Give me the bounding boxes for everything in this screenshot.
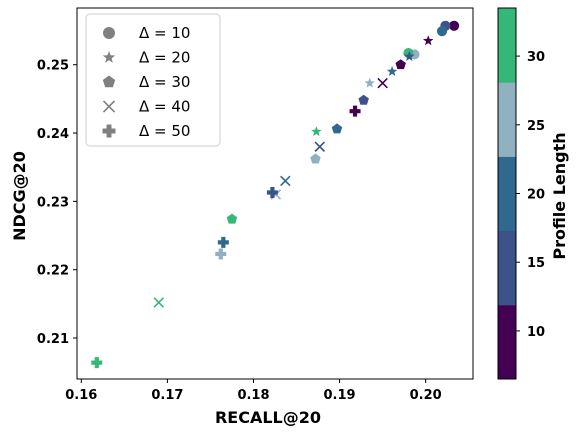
marker-shape <box>310 153 321 164</box>
colorbar-tick-label: 20 <box>527 188 545 203</box>
data-point <box>358 94 369 105</box>
colorbar-title: Profile Length <box>550 132 569 259</box>
marker-shape <box>377 77 388 89</box>
x-axis: 0.16 0.17 0.18 0.19 0.20 <box>65 379 442 403</box>
colorbar-segment <box>498 304 516 380</box>
data-point <box>91 357 103 369</box>
colorbar-tick-label: 15 <box>527 256 545 271</box>
y-axis-title: NDCG@20 <box>10 151 29 241</box>
marker-shape <box>153 297 165 308</box>
x-tick-label: 0.20 <box>410 388 442 403</box>
legend-marker <box>102 124 116 138</box>
marker-shape <box>395 59 406 70</box>
legend-label: Δ = 10 <box>139 24 190 42</box>
data-point <box>311 126 322 137</box>
data-point <box>226 213 238 224</box>
marker-shape <box>217 236 229 248</box>
data-point <box>217 236 229 248</box>
y-axis: 0.21 0.22 0.23 0.24 0.25 <box>37 59 77 347</box>
marker-shape <box>349 105 361 117</box>
colorbar: 10 15 20 25 30 <box>497 7 545 380</box>
data-point <box>314 141 326 152</box>
x-tick-label: 0.19 <box>324 388 356 403</box>
legend-box <box>85 13 221 147</box>
y-tick-label: 0.21 <box>37 332 69 347</box>
legend-label: Δ = 30 <box>139 73 190 91</box>
marker-shape <box>314 141 326 152</box>
data-point <box>364 77 375 88</box>
data-point <box>153 297 165 308</box>
data-point <box>266 186 278 198</box>
marker-shape <box>102 100 116 113</box>
legend-label: Δ = 20 <box>139 49 190 67</box>
data-point <box>377 77 388 89</box>
data-point <box>349 105 361 117</box>
y-tick-label: 0.22 <box>37 264 69 279</box>
data-point <box>423 35 434 46</box>
colorbar-tick-label: 30 <box>527 50 545 65</box>
marker-shape <box>266 186 278 198</box>
marker-shape <box>280 175 291 187</box>
legend-marker <box>102 51 116 63</box>
data-point <box>436 26 448 37</box>
marker-shape <box>436 26 448 37</box>
legend-marker <box>103 27 115 39</box>
marker-shape <box>226 213 238 224</box>
data-point <box>404 51 415 61</box>
data-point <box>331 123 343 134</box>
colorbar-segment <box>498 156 516 232</box>
data-point <box>395 59 406 70</box>
legend: Δ = 10 Δ = 20 Δ = 30 Δ = 40 Δ = 50 <box>85 13 221 147</box>
marker-shape <box>102 75 116 88</box>
data-point <box>386 66 398 76</box>
data-point <box>215 248 227 260</box>
colorbar-segment <box>498 8 516 83</box>
legend-marker <box>102 100 116 113</box>
marker-shape <box>215 248 227 260</box>
colorbar-tick-label: 25 <box>527 119 545 134</box>
marker-shape <box>331 123 343 134</box>
y-tick-label: 0.24 <box>37 127 69 142</box>
y-tick-label: 0.23 <box>37 195 69 210</box>
data-point <box>310 153 321 164</box>
marker-shape <box>103 27 115 39</box>
colorbar-segment <box>498 82 516 157</box>
marker-shape <box>358 94 369 105</box>
y-tick-label: 0.25 <box>37 59 69 74</box>
marker-shape <box>91 357 103 369</box>
marker-shape <box>102 124 116 138</box>
marker-shape <box>102 51 116 63</box>
marker-shape <box>364 77 375 88</box>
legend-label: Δ = 40 <box>139 98 190 116</box>
legend-marker <box>102 75 116 88</box>
x-tick-label: 0.18 <box>237 388 269 403</box>
marker-shape <box>423 35 434 46</box>
colorbar-segment <box>498 230 516 306</box>
x-tick-label: 0.17 <box>151 388 183 403</box>
x-axis-title: RECALL@20 <box>215 408 321 427</box>
data-point <box>280 175 291 187</box>
x-tick-label: 0.16 <box>65 388 97 403</box>
marker-shape <box>386 66 398 76</box>
colorbar-tick-label: 10 <box>527 325 545 340</box>
data-points <box>91 20 460 369</box>
marker-shape <box>311 126 322 137</box>
marker-shape <box>404 51 415 61</box>
marker-shape <box>449 20 460 31</box>
legend-label: Δ = 50 <box>139 122 190 140</box>
data-point <box>449 20 460 31</box>
